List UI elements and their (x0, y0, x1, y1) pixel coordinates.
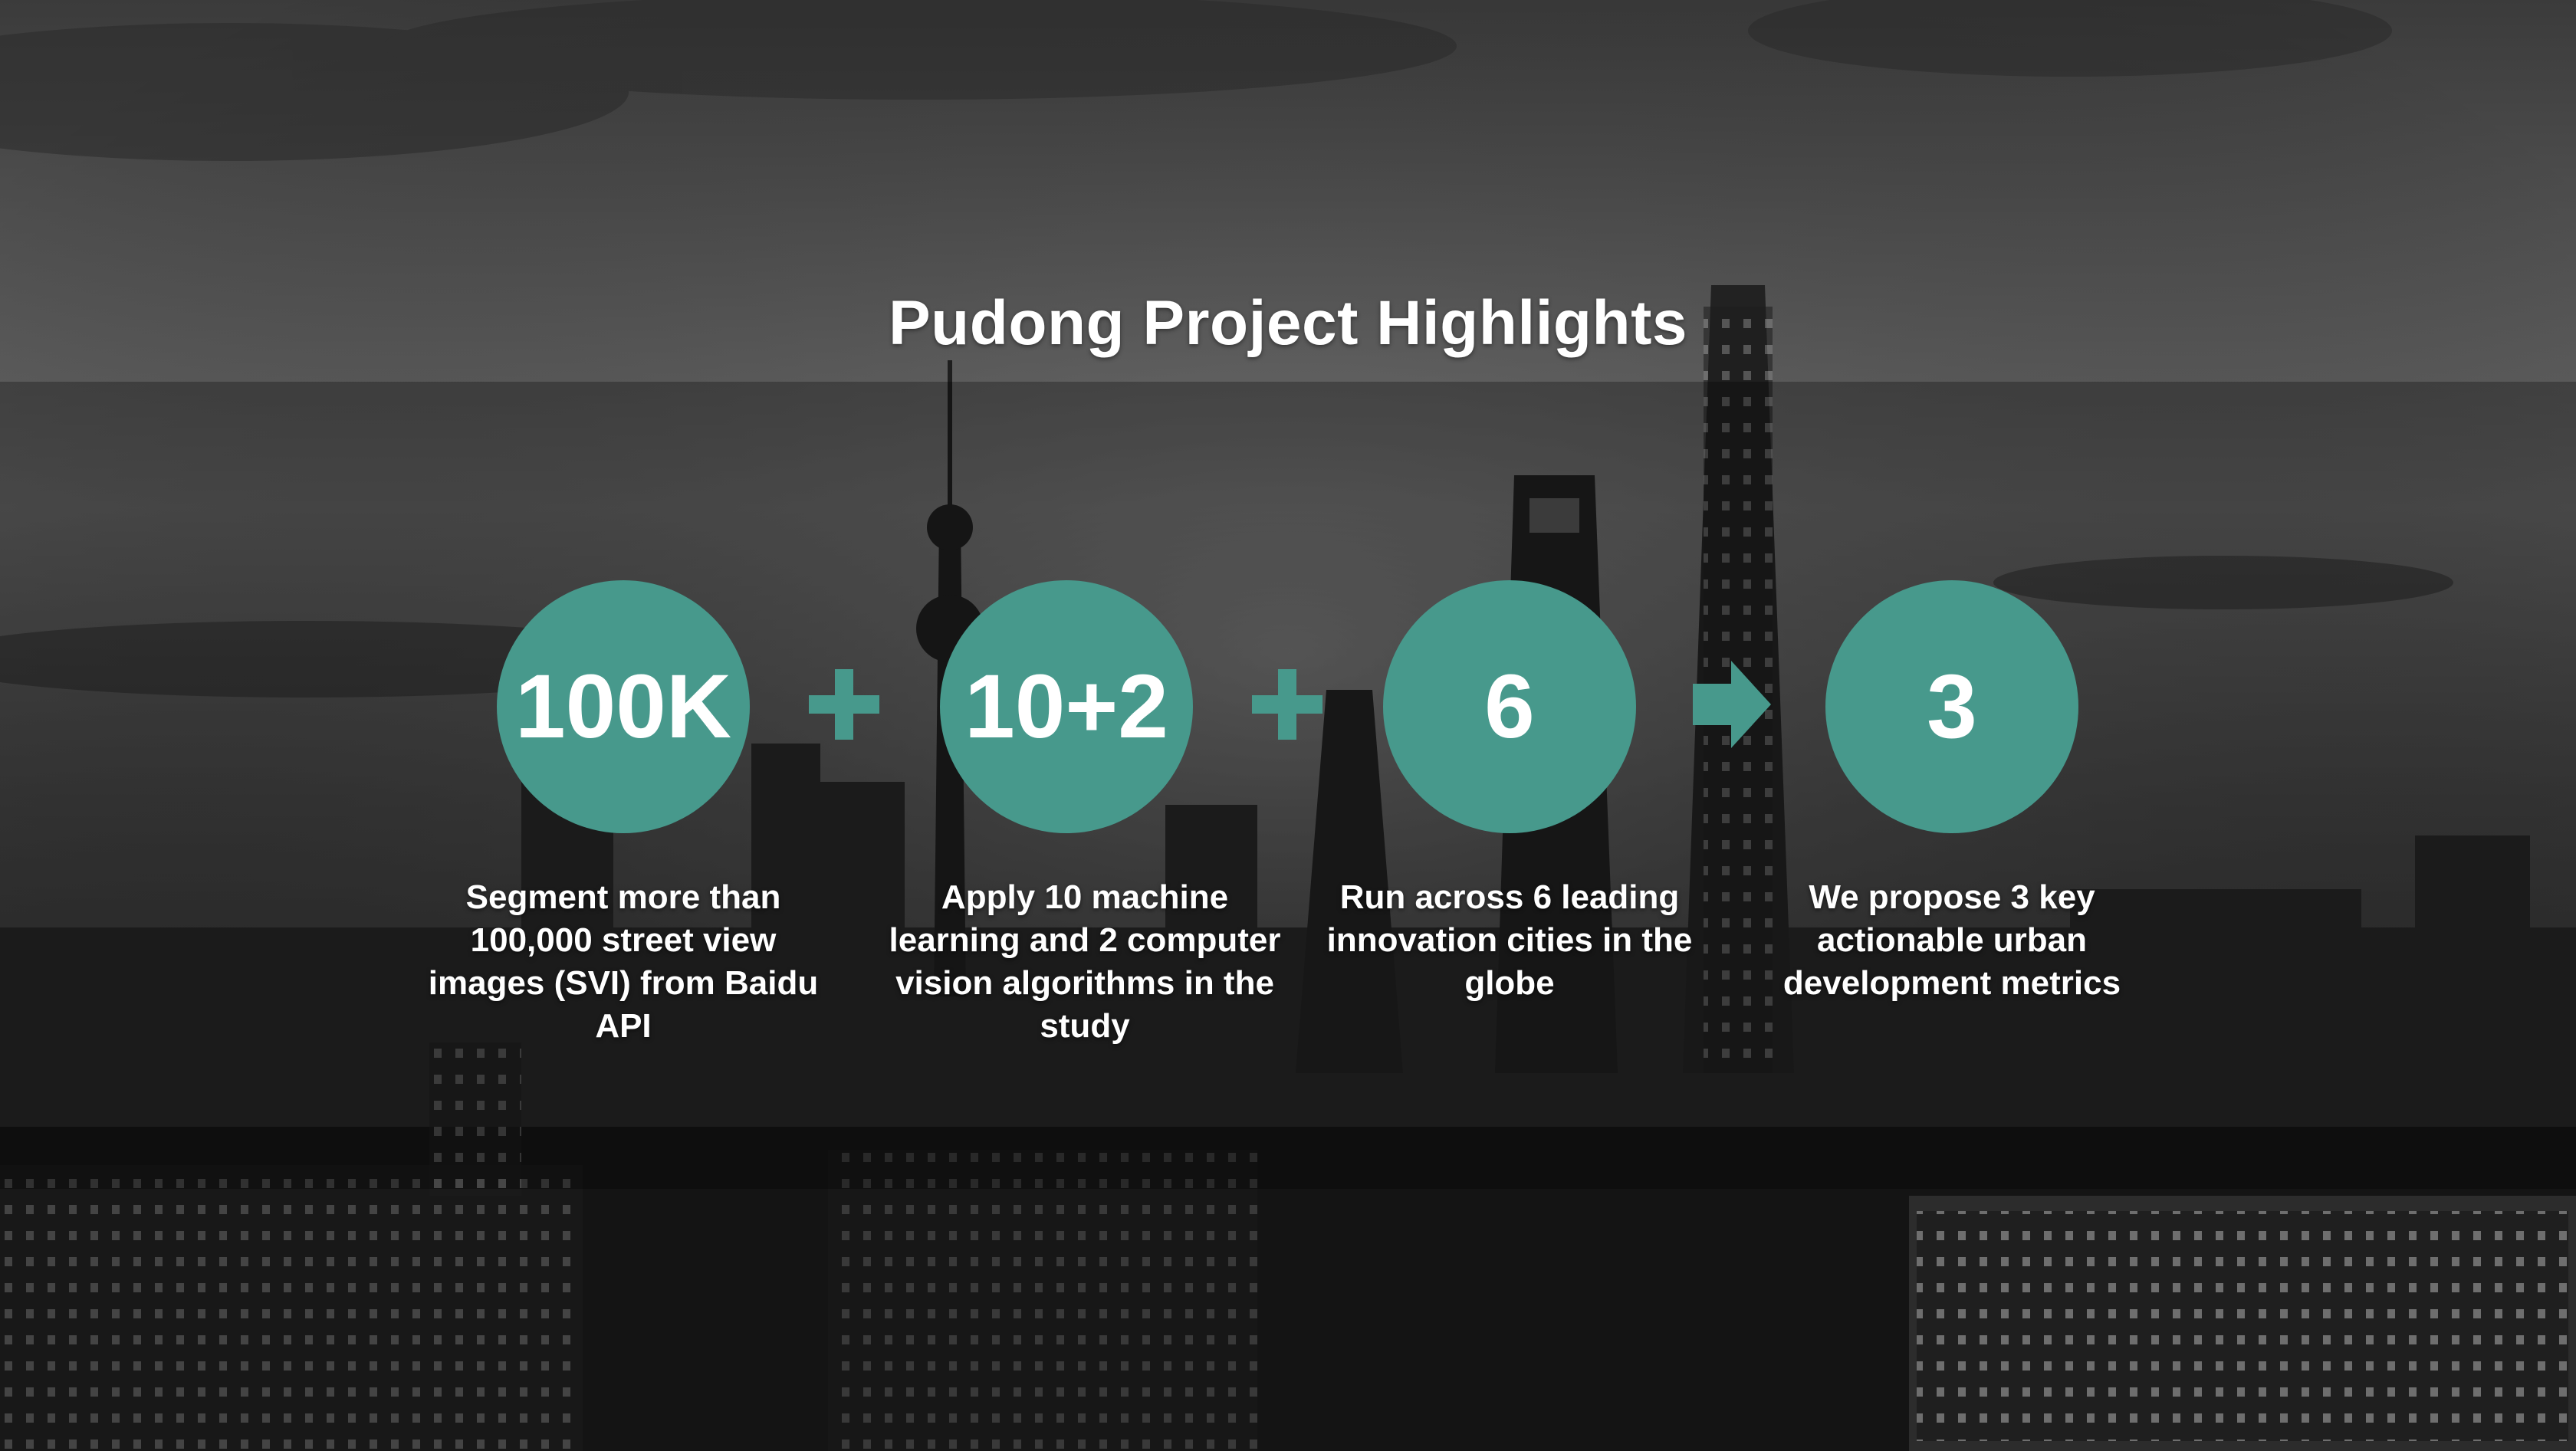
stat-circle-algorithms: 10+2 (940, 580, 1193, 833)
stat-circle-images: 100K (497, 580, 750, 833)
plus-icon (1252, 669, 1322, 740)
page-title: Pudong Project Highlights (888, 288, 1688, 358)
plus-icon (809, 669, 879, 740)
arrow-right-icon (1693, 661, 1771, 748)
highlight-band (0, 382, 2576, 1189)
stat-caption-metrics: We propose 3 key actionable urban develo… (1783, 878, 2121, 1002)
stat-circle-cities: 6 (1383, 580, 1636, 833)
stat-caption-algorithms: Apply 10 machine learning and 2 computer… (889, 878, 1281, 1045)
stat-circle-metrics: 3 (1825, 580, 2078, 833)
stat-caption-cities: Run across 6 leading innovation cities i… (1326, 878, 1693, 1002)
stat-caption-images: Segment more than 100,000 street view im… (428, 878, 819, 1045)
